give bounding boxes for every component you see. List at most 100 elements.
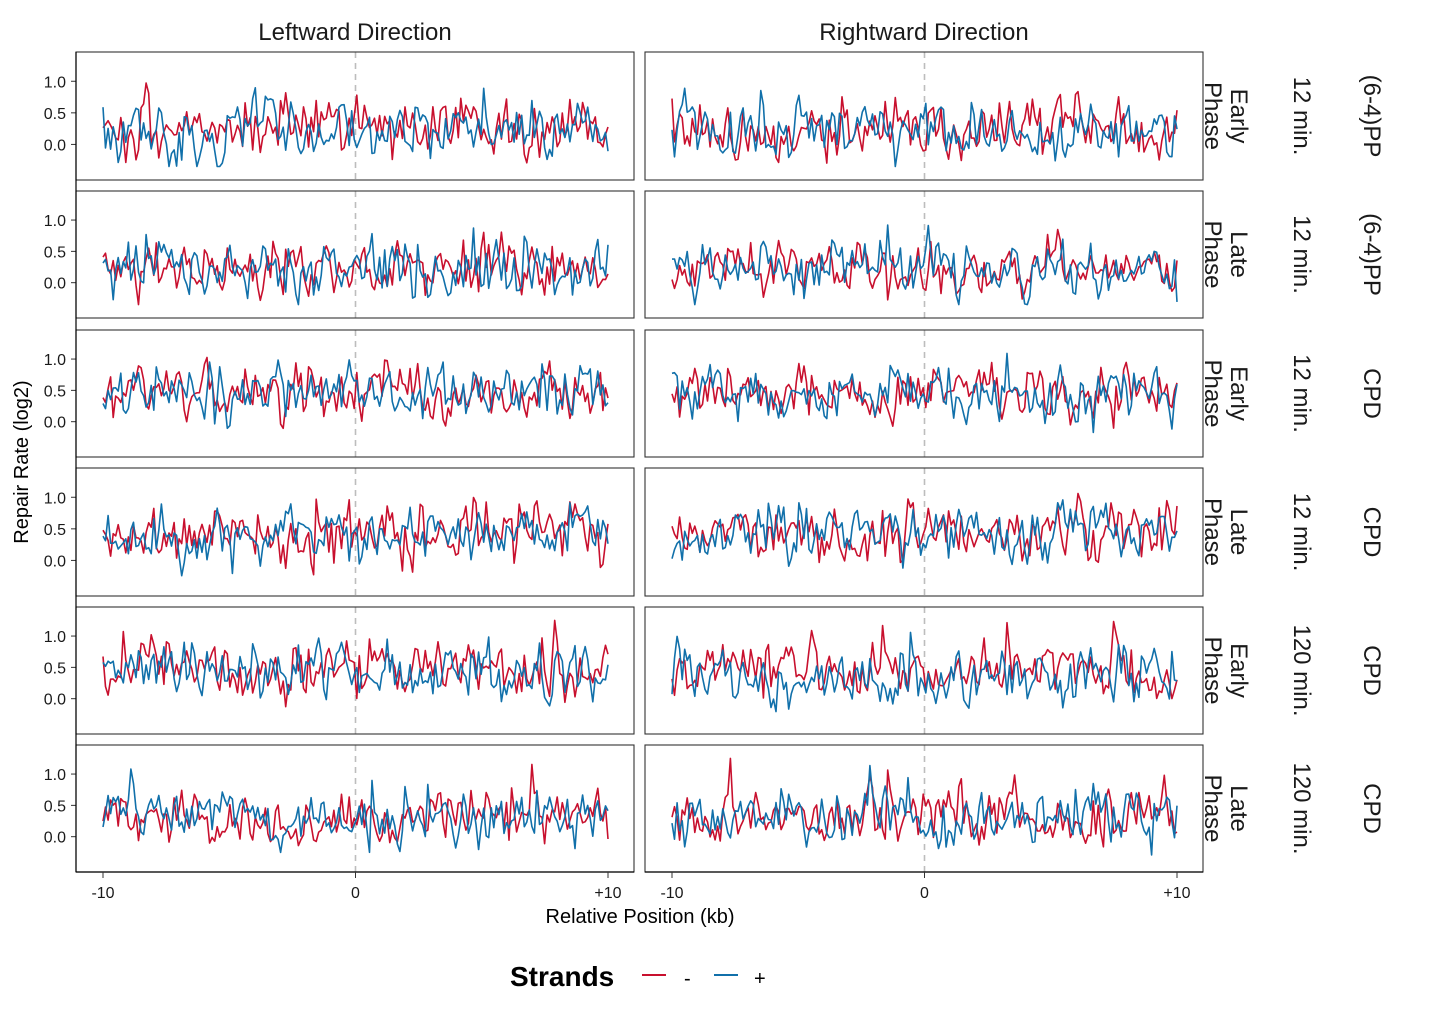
strip-phase-line1: Early [1225, 643, 1252, 698]
axes: 0.0 0.5 1.0 0.0 0.5 1.0 0.0 0.5 1.0 0.0 0.5 1.0 0.0 0… [11, 52, 1203, 928]
series-minus-line [671, 620, 1178, 700]
series-plus-line [671, 764, 1178, 856]
panel-r1-c1 [644, 190, 1204, 319]
panels [75, 51, 1204, 873]
strip-damage-label: (6-4)PP [1358, 75, 1385, 158]
panel-r3-c1 [644, 467, 1204, 597]
y-axis-title: Repair Rate (log2) [11, 380, 33, 543]
legend-title: Strands [510, 961, 614, 992]
strip-time: 120 min. [1288, 624, 1315, 716]
series-plus-line [102, 636, 609, 707]
y-tick-label: 0.5 [44, 660, 66, 677]
y-tick-label: 1.0 [44, 767, 66, 784]
x-tick-label: +10 [1163, 885, 1190, 902]
y-tick-label: 0.5 [44, 522, 66, 539]
series-minus-line [102, 619, 609, 708]
y-tick-label: 0.0 [44, 276, 66, 293]
strip-phase-line1: Early [1225, 366, 1252, 421]
x-tick-label: 0 [351, 885, 360, 902]
strip-time-label: 12 min. [1288, 77, 1315, 156]
x-tick-label: +10 [594, 885, 621, 902]
panel-r4-c0 [75, 606, 635, 735]
series-plus-line [671, 87, 1178, 168]
x-axis-title: Relative Position (kb) [546, 906, 735, 928]
y-tick-label: 0.0 [44, 553, 66, 570]
strip-time-label: 12 min. [1288, 493, 1315, 572]
series-plus-line [102, 768, 609, 854]
panel-r3-c0 [75, 467, 635, 597]
y-tick-label: 0.5 [44, 244, 66, 261]
series-minus-line [671, 757, 1178, 848]
panel-frame [75, 744, 635, 873]
legend-label-minus: - [684, 968, 691, 990]
series-plus-line [102, 227, 609, 306]
panel-r5-c0 [75, 744, 635, 873]
series-plus-line [102, 87, 609, 168]
y-tick-label: 1.0 [44, 352, 66, 369]
y-tick-label: 0.5 [44, 798, 66, 815]
series-minus-line [102, 496, 609, 576]
strip-damage: CPD [1358, 783, 1385, 834]
y-tick-label: 0.5 [44, 106, 66, 123]
strip-damage-label: CPD [1358, 368, 1385, 419]
series-plus-line [671, 499, 1178, 569]
strip-time: 120 min. [1288, 762, 1315, 854]
y-tick-label: 1.0 [44, 74, 66, 91]
series-plus-line [102, 359, 609, 430]
column-title-leftward: Leftward Direction [258, 19, 451, 46]
y-tick-label: 1.0 [44, 490, 66, 507]
strip-phase-line2: Phase [1199, 636, 1226, 704]
panel-r0-c1 [644, 51, 1204, 181]
y-tick-label: 0.0 [44, 692, 66, 709]
panel-r5-c1 [644, 744, 1204, 873]
strip-phase-line2: Phase [1199, 359, 1226, 427]
strip-damage: (6-4)PP [1358, 75, 1385, 158]
strip-phase-line2: Phase [1199, 220, 1226, 288]
y-tick-label: 0.5 [44, 383, 66, 400]
y-axis-title-group: Repair Rate (log2) [11, 380, 33, 543]
panel-r4-c1 [644, 606, 1204, 735]
strip-damage-label: CPD [1358, 507, 1385, 558]
strip-damage-label: CPD [1358, 783, 1385, 834]
panel-r2-c0 [75, 329, 635, 458]
y-tick-label: 1.0 [44, 629, 66, 646]
strip-time-label: 12 min. [1288, 215, 1315, 294]
panel-r2-c1 [644, 329, 1204, 458]
column-title-rightward: Rightward Direction [819, 19, 1028, 46]
strip-phase-line1: Late [1225, 509, 1252, 556]
panel-frame [644, 744, 1204, 873]
strip-time-label: 120 min. [1288, 762, 1315, 854]
strip-damage: CPD [1358, 507, 1385, 558]
panel-frame [644, 467, 1204, 597]
legend: Strands - + [510, 961, 766, 992]
series-plus-line [671, 631, 1178, 713]
x-tick-label: 0 [920, 885, 929, 902]
y-tick-label: 0.0 [44, 137, 66, 154]
series-plus-line [671, 224, 1178, 306]
strip-time: 12 min. [1288, 493, 1315, 572]
strip-time-label: 120 min. [1288, 624, 1315, 716]
y-tick-label: 0.0 [44, 830, 66, 847]
strip-damage: CPD [1358, 645, 1385, 696]
strip-phase-line2: Phase [1199, 774, 1226, 842]
series-plus-line [671, 352, 1178, 434]
y-tick-label: 0.0 [44, 415, 66, 432]
y-tick-label: 1.0 [44, 213, 66, 230]
x-tick-label: -10 [660, 885, 683, 902]
strip-damage-label: (6-4)PP [1358, 213, 1385, 296]
panel-frame [644, 606, 1204, 735]
strip-time: 12 min. [1288, 215, 1315, 294]
series-plus-line [102, 502, 609, 577]
strip-phase-line1: Late [1225, 231, 1252, 278]
panel-r0-c0 [75, 51, 635, 181]
strip-damage-label: CPD [1358, 645, 1385, 696]
panel-frame [75, 190, 635, 319]
strip-time-label: 12 min. [1288, 354, 1315, 433]
